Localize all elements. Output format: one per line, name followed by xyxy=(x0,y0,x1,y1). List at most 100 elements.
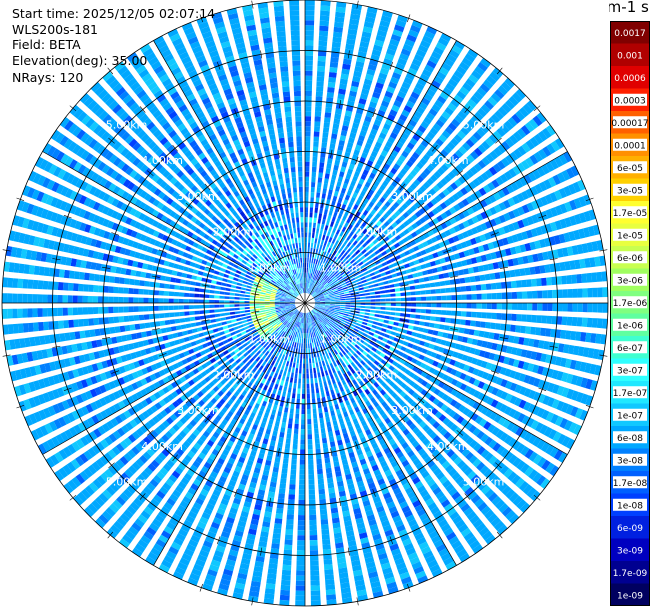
range-gate-cell xyxy=(416,508,427,517)
range-gate-cell xyxy=(374,374,380,381)
range-gate-cell xyxy=(388,365,395,372)
range-gate-cell xyxy=(465,436,474,446)
range-gate-cell xyxy=(528,451,538,462)
range-gate-cell xyxy=(166,550,177,560)
range-gate-cell xyxy=(273,356,278,362)
range-gate-cell xyxy=(572,303,578,312)
range-gate-cell xyxy=(411,222,418,230)
range-gate-cell xyxy=(447,333,454,340)
range-gate-cell xyxy=(384,289,391,293)
range-gate-cell xyxy=(389,372,396,379)
range-gate-cell xyxy=(202,343,209,349)
range-gate-cell xyxy=(430,198,438,206)
range-gate-cell xyxy=(382,243,389,250)
range-gate-cell xyxy=(326,348,331,354)
range-gate-cell xyxy=(370,408,377,416)
range-gate-cell xyxy=(298,504,305,511)
range-gate-cell xyxy=(161,530,172,540)
range-gate-cell xyxy=(262,367,268,373)
range-gate-cell xyxy=(368,571,379,579)
range-gate-cell xyxy=(506,313,512,321)
range-gate-cell xyxy=(318,249,322,255)
range-gate-cell xyxy=(536,407,545,418)
range-gate-cell xyxy=(340,237,345,243)
range-gate-cell xyxy=(414,284,421,290)
range-gate-cell xyxy=(297,535,305,541)
range-gate-cell xyxy=(317,265,321,271)
range-gate-cell xyxy=(310,187,315,193)
range-gate-cell xyxy=(577,346,585,357)
range-gate-cell xyxy=(150,498,160,508)
range-gate-cell xyxy=(313,423,319,429)
range-gate-cell xyxy=(566,316,573,326)
range-gate-cell xyxy=(500,448,510,458)
range-gate-cell xyxy=(329,334,334,340)
range-gate-cell xyxy=(236,422,244,429)
range-gate-cell xyxy=(397,567,409,575)
range-gate-cell xyxy=(324,343,328,349)
range-gate-cell xyxy=(334,222,339,229)
range-gate-cell xyxy=(162,463,172,472)
range-gate-cell xyxy=(293,428,299,435)
range-gate-cell xyxy=(436,266,443,272)
range-gate-cell xyxy=(77,422,87,432)
range-gate-cell xyxy=(357,320,363,324)
range-gate-cell xyxy=(421,380,428,387)
range-gate-cell xyxy=(306,393,310,399)
range-gate-cell xyxy=(369,340,375,346)
range-gate-cell xyxy=(388,264,394,269)
range-gate-cell xyxy=(429,564,441,573)
range-gate-cell xyxy=(158,423,167,432)
range-gate-cell xyxy=(249,412,256,419)
range-gate-cell xyxy=(377,478,386,486)
range-gate-cell xyxy=(145,397,153,405)
range-gate-cell xyxy=(77,491,88,503)
range-gate-cell xyxy=(165,478,175,487)
range-gate-cell xyxy=(126,505,137,515)
range-gate-cell xyxy=(392,376,400,383)
range-gate-cell xyxy=(535,352,543,362)
range-gate-cell xyxy=(430,160,438,169)
range-gate-cell xyxy=(400,313,406,317)
range-gate-cell xyxy=(409,319,415,324)
range-gate-cell xyxy=(254,419,260,426)
range-gate-cell xyxy=(103,348,110,357)
range-gate-cell xyxy=(379,184,386,192)
range-gate-cell xyxy=(518,107,529,118)
range-gate-cell xyxy=(261,526,270,533)
range-gate-cell xyxy=(312,279,315,285)
range-gate-cell xyxy=(215,545,226,553)
range-gate-cell xyxy=(248,590,260,598)
range-gate-cell xyxy=(255,362,261,369)
range-gate-cell xyxy=(296,565,305,571)
range-gate-cell xyxy=(380,310,386,314)
range-gate-cell xyxy=(469,514,480,525)
range-gate-cell xyxy=(334,537,343,544)
range-gate-cell xyxy=(176,420,184,428)
range-gate-cell xyxy=(305,30,314,36)
range-gate-cell xyxy=(300,439,305,445)
range-gate-cell xyxy=(389,316,395,321)
range-gate-cell xyxy=(285,339,289,345)
range-gate-cell xyxy=(495,250,502,259)
range-gate-cell xyxy=(189,432,197,441)
range-gate-cell xyxy=(271,330,277,336)
range-gate-cell xyxy=(343,289,349,292)
range-gate-cell xyxy=(341,282,347,286)
range-gate-cell xyxy=(449,359,456,366)
range-gate-cell xyxy=(314,314,318,320)
range-gate-cell xyxy=(514,397,522,407)
range-gate-cell xyxy=(280,324,285,330)
range-gate-cell xyxy=(209,453,217,461)
range-gate-cell xyxy=(325,258,330,264)
range-gate-cell xyxy=(317,311,322,316)
range-gate-cell xyxy=(314,116,321,122)
range-gate-cell xyxy=(505,137,515,148)
range-gate-cell xyxy=(413,259,420,265)
range-gate-cell xyxy=(271,543,280,550)
range-gate-cell xyxy=(558,154,568,165)
range-gate-cell xyxy=(468,267,474,274)
range-gate-cell xyxy=(305,95,312,102)
range-gate-cell xyxy=(291,325,295,331)
range-gate-cell xyxy=(446,507,457,517)
